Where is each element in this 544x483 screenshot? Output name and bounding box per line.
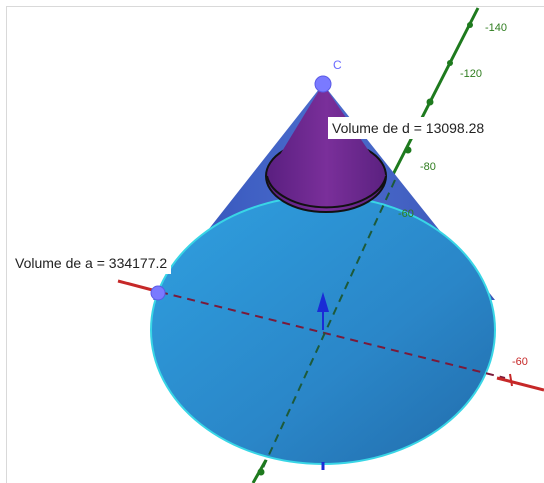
- y-axis-tick-mark: [405, 147, 412, 154]
- y-tick-label: -60: [398, 208, 414, 220]
- y-tick-label: -140: [485, 22, 507, 34]
- volume-d-label[interactable]: Volume de d = 13098.28: [328, 117, 488, 139]
- y-axis-tick-mark: [447, 60, 453, 66]
- y-axis-tick-mark: [258, 469, 265, 476]
- x-tick-label: -60: [512, 356, 528, 368]
- x-axis-tick-mark: [510, 374, 512, 386]
- y-axis-tick-mark: [427, 99, 434, 106]
- volume-a-label[interactable]: Volume de a = 334177.2: [11, 252, 171, 274]
- point-a[interactable]: [151, 286, 165, 300]
- x-axis-right: [497, 378, 544, 390]
- y-tick-label: -120: [460, 68, 482, 80]
- point-c[interactable]: [315, 76, 331, 92]
- point-label-c: C: [333, 58, 342, 72]
- y-tick-label: -80: [420, 161, 436, 173]
- y-axis-tick-mark: [467, 22, 473, 28]
